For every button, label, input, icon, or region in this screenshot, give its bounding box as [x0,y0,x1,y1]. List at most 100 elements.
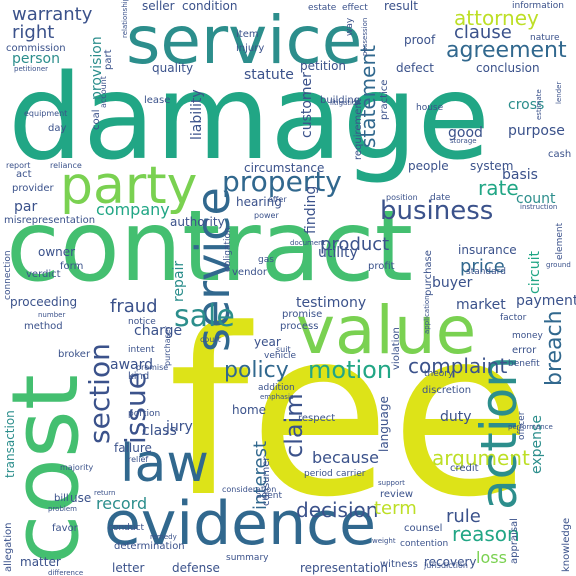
word-nature: nature [530,33,560,43]
word-portion: portion [128,409,161,419]
word-award: award [110,357,154,373]
word-agent: agent [256,491,282,501]
word-provider: provider [12,183,54,194]
word-service: service [126,2,363,79]
word-form: form [60,261,84,272]
word-jurisdiction: jurisdiction [424,561,468,570]
word-kind: kind [128,371,150,382]
word-business: business [380,196,494,226]
word-building: building [320,95,361,106]
word-determination: determination [114,541,185,552]
word-circuit: circuit [527,251,543,294]
word-repair: repair [171,260,187,302]
word-practice: practice [379,79,390,120]
word-argument: argument [432,446,530,470]
word-standard: standard [466,267,506,277]
word-letter: letter [112,561,145,575]
word-attorney: attorney [454,6,539,30]
word-proceeding: proceeding [10,295,78,309]
word-method: method [24,321,63,332]
word-claim: claim [280,393,308,458]
word-power: power [254,211,279,220]
word-obligation: obligation [223,227,233,272]
word-support: support [378,479,405,487]
word-year: year [254,335,281,349]
word-buyer: buyer [432,275,473,291]
word-good: good [448,125,483,141]
word-contract: contract [6,190,414,304]
word-performance: performance [508,423,553,431]
word-account: account [99,76,108,108]
word-person: person [12,51,60,67]
word-hearing: hearing [236,195,282,209]
word-home: home [232,403,267,417]
word-insurance: insurance [458,243,517,257]
word-remedy: remedy [150,533,177,541]
word-respect: respect [298,413,336,424]
word-gas: gas [258,255,274,265]
word-relationship: relationship [121,0,129,38]
word-quality: quality [152,61,194,75]
word-number: number [38,311,66,319]
word-people: people [408,159,449,173]
word-record: record [96,494,148,513]
word-duty: duty [440,409,472,425]
word-application: application [423,295,431,334]
word-process: process [280,321,319,332]
word-requirement: requirement [353,98,364,160]
word-ground: ground [546,261,571,269]
word-defense: defense [172,561,220,575]
word-storage: storage [450,137,477,145]
word-addition: addition [258,383,295,393]
word-term: term [374,498,417,519]
word-purchaser: purchaser [163,325,172,366]
word-vehicle: vehicle [264,351,297,361]
word-lender: lender [555,81,563,104]
word-commission: commission [6,43,66,54]
word-right: right [12,22,55,43]
word-house: house [416,103,444,113]
word-loss: loss [476,548,507,567]
word-sale: sale [174,299,235,334]
word-majority: majority [60,463,94,472]
word-vendor: vendor [232,267,267,278]
word-broker: broker [58,349,91,360]
word-purchase: purchase [423,250,434,296]
word-reliance: reliance [50,161,82,170]
word-knowledge: knowledge [561,517,572,572]
word-damage: damage [8,48,490,186]
word-contention: contention [400,539,449,549]
word-promise: promise [282,309,323,320]
word-return: return [94,489,116,497]
word-result: result [384,0,418,13]
word-cross: cross [508,97,545,113]
word-relief: relief [128,455,149,464]
word-liability: liability [189,89,205,140]
word-agreement: agreement [446,38,567,63]
word-notice: notice [128,317,156,327]
word-statute: statute [244,67,294,83]
word-lease: lease [144,95,171,106]
word-product: product [320,234,390,255]
word-information: information [512,1,564,11]
word-cash: cash [548,149,572,160]
word-law: law [120,434,209,494]
word-petitioner: petitioner [14,65,49,73]
word-rate: rate [478,176,519,200]
word-litigation: litigation [330,99,361,107]
word-date: date [430,193,451,203]
word-because: because [312,448,379,467]
word-part: part [103,49,114,70]
word-credit: credit [450,463,479,474]
word-item: item [236,29,259,40]
word-recovery: recovery [424,555,477,569]
word-coal: coal [91,109,102,130]
word-effect: effect [342,3,368,13]
word-error: error [512,345,537,356]
word-profit: profit [368,261,395,272]
word-par: par [14,199,38,215]
word-representation: representation [300,561,389,575]
word-party: party [60,156,198,216]
word-policy: policy [224,358,289,383]
